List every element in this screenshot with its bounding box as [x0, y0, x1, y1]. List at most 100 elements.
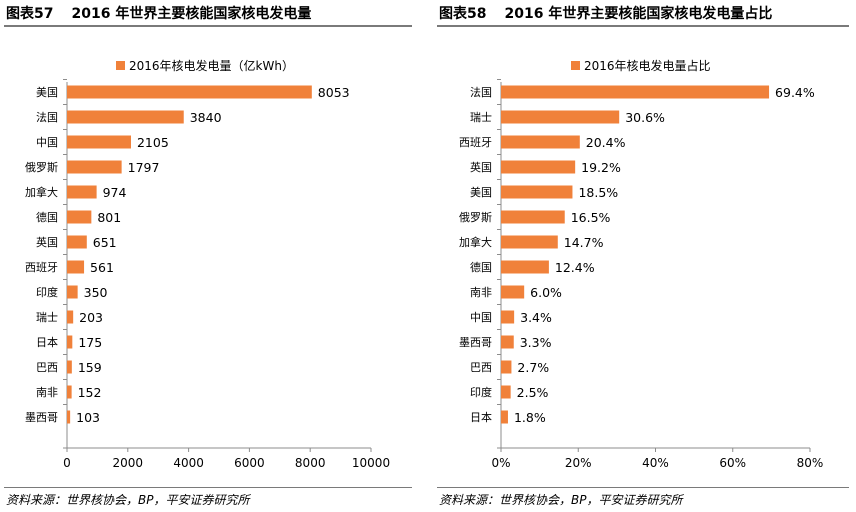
value-label: 6.0% — [530, 285, 562, 300]
bar — [67, 285, 78, 299]
category-label: 印度 — [470, 385, 492, 399]
category-label: 英国 — [36, 235, 58, 249]
category-label: 加拿大 — [459, 235, 492, 249]
x-tick-label: 2000 — [113, 456, 144, 470]
bar — [67, 235, 87, 249]
category-label: 西班牙 — [459, 136, 492, 149]
legend-swatch — [571, 61, 580, 70]
bar — [501, 285, 525, 299]
category-label: 英国 — [470, 160, 492, 174]
category-label: 巴西 — [470, 361, 492, 374]
category-label: 德国 — [470, 260, 492, 274]
x-tick-label: 4000 — [173, 456, 204, 470]
value-label: 350 — [84, 285, 108, 300]
figure-label: 图表57 — [6, 6, 54, 22]
legend-label: 2016年核电发电量（亿kWh） — [129, 58, 294, 73]
chart-panel-left: 图表57 2016 年世界主要核能国家核电发电量 2016年核电发电量（亿kWh）… — [0, 0, 425, 512]
value-label: 8053 — [318, 85, 350, 100]
bar — [67, 260, 85, 274]
bar — [67, 185, 97, 199]
category-label: 南非 — [470, 286, 492, 299]
figure-title-text: 2016 年世界主要核能国家核电发电量 — [71, 6, 312, 22]
chart-panel-right: 图表58 2016 年世界主要核能国家核电发电量占比 2016年核电发电量占比 0%… — [433, 0, 856, 512]
category-label: 德国 — [36, 210, 58, 224]
title-rule — [4, 25, 412, 27]
value-label: 103 — [76, 410, 100, 425]
x-tick-label: 0% — [491, 456, 510, 470]
x-tick-label: 80% — [797, 456, 824, 470]
category-label: 西班牙 — [25, 261, 58, 274]
category-label: 巴西 — [36, 361, 58, 374]
bar — [67, 310, 74, 324]
bar — [67, 410, 71, 424]
value-label: 561 — [90, 260, 114, 275]
bar-chart-generation: 2016年核电发电量（亿kWh） 0 2000 4000 6000 8000 10000 美国… — [25, 58, 390, 470]
legend: 2016年核电发电量占比 — [571, 58, 711, 73]
category-label: 俄罗斯 — [25, 161, 58, 174]
legend-swatch — [116, 61, 125, 70]
value-label: 3.4% — [520, 310, 552, 325]
bar — [501, 135, 580, 149]
title-rule — [437, 25, 849, 27]
legend-label: 2016年核电发电量占比 — [584, 58, 711, 73]
value-label: 152 — [78, 385, 102, 400]
figure-label: 图表58 — [439, 6, 487, 22]
value-label: 651 — [93, 235, 117, 250]
bar — [67, 385, 72, 399]
category-label: 俄罗斯 — [459, 211, 492, 224]
bar — [501, 110, 620, 124]
value-label: 19.2% — [581, 160, 621, 175]
value-label: 1797 — [128, 160, 160, 175]
bar — [501, 235, 558, 249]
bar — [501, 385, 511, 399]
bar — [67, 160, 122, 174]
value-label: 16.5% — [571, 210, 611, 225]
bar — [501, 260, 549, 274]
bar — [501, 335, 514, 349]
bar — [501, 410, 508, 424]
value-label: 159 — [78, 360, 102, 375]
value-label: 1.8% — [514, 410, 546, 425]
legend: 2016年核电发电量（亿kWh） — [116, 58, 294, 73]
value-label: 3.3% — [520, 335, 552, 350]
value-label: 14.7% — [564, 235, 604, 250]
x-tick-label: 10000 — [352, 456, 390, 470]
category-label: 墨西哥 — [459, 336, 492, 349]
bar — [501, 310, 515, 324]
value-label: 12.4% — [555, 260, 595, 275]
bar — [501, 185, 573, 199]
bar — [501, 360, 512, 374]
value-label: 801 — [97, 210, 121, 225]
value-label: 2.7% — [517, 360, 549, 375]
category-label: 中国 — [36, 136, 58, 149]
bar — [67, 135, 131, 149]
bar — [67, 210, 92, 224]
category-label: 法国 — [470, 85, 492, 99]
source-note: 资料来源：世界核协会，BP，平安证券研究所 — [6, 493, 250, 507]
category-label: 日本 — [470, 410, 492, 424]
value-label: 30.6% — [625, 110, 665, 125]
bar — [67, 85, 312, 99]
value-label: 203 — [79, 310, 103, 325]
category-label: 印度 — [36, 285, 58, 299]
source-note: 资料来源：世界核协会，BP，平安证券研究所 — [439, 493, 683, 507]
x-tick-label: 60% — [719, 456, 746, 470]
bar — [67, 335, 73, 349]
value-label: 175 — [78, 335, 102, 350]
figure-title-text: 2016 年世界主要核能国家核电发电量占比 — [504, 6, 773, 22]
value-label: 2105 — [137, 135, 169, 150]
category-label: 瑞士 — [470, 110, 492, 124]
value-label: 20.4% — [586, 135, 626, 150]
source-rule — [4, 487, 412, 488]
bar — [501, 210, 565, 224]
category-label: 中国 — [470, 311, 492, 324]
value-label: 3840 — [190, 110, 222, 125]
category-label: 美国 — [36, 86, 58, 99]
bar-chart-share: 2016年核电发电量占比 0% 20% 40% 60% 80% 法国 69.4% 瑞士 30.6%… — [459, 58, 824, 470]
figure-title: 图表58 2016 年世界主要核能国家核电发电量占比 — [439, 3, 772, 23]
category-label: 南非 — [36, 386, 58, 399]
x-tick-label: 8000 — [295, 456, 326, 470]
category-label: 加拿大 — [25, 185, 58, 199]
figure-title: 图表57 2016 年世界主要核能国家核电发电量 — [6, 3, 311, 23]
bar — [501, 85, 770, 99]
